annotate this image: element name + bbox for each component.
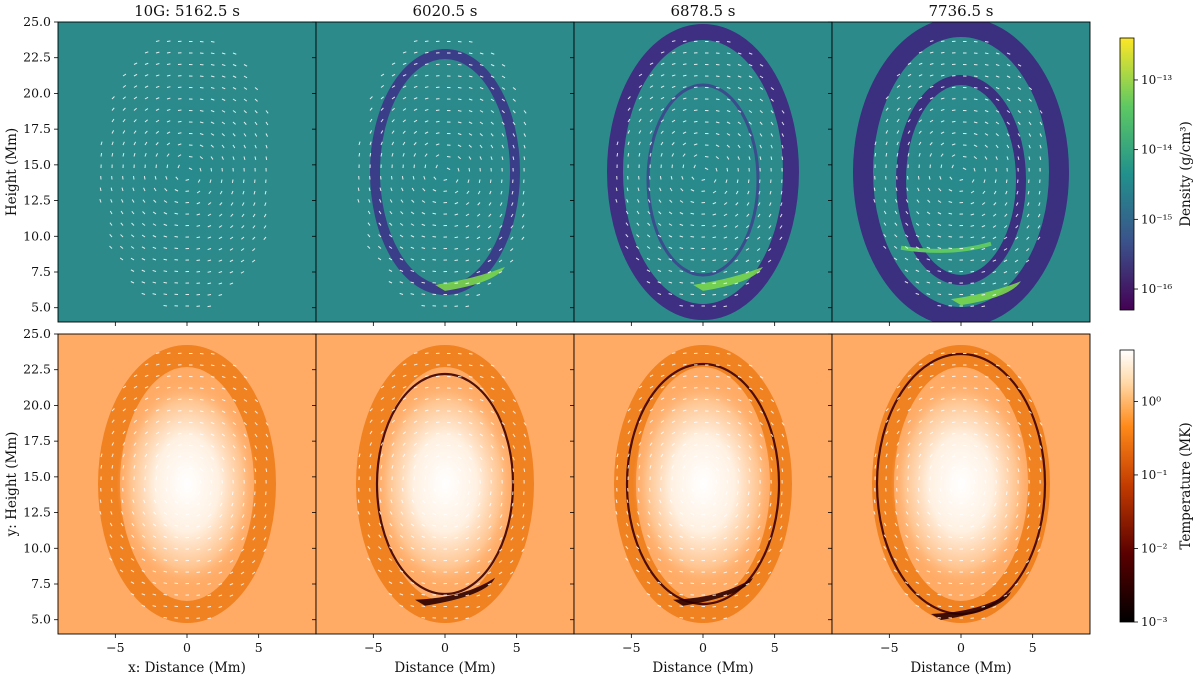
panel-r1-c2: −5 0 5 Distance (Mm) — [570, 333, 833, 676]
x-tick-label: −5 — [880, 640, 898, 655]
y-tick-label: 10.0 — [23, 228, 51, 243]
condensation-blob — [951, 281, 1021, 306]
x-tick-label: −5 — [364, 640, 382, 655]
velocity-arrows — [873, 352, 1043, 620]
colorbar-tick-label: 10⁻³ — [1141, 615, 1168, 629]
colorbar-tick-label: 10⁻¹⁴ — [1141, 143, 1172, 157]
colorbar-tick-label: 10⁻² — [1141, 541, 1168, 555]
velocity-arrows — [99, 352, 269, 620]
density-ring — [607, 24, 799, 320]
velocity-arrows — [99, 40, 269, 308]
x-tick-label: 5 — [513, 640, 521, 655]
cold-condensation — [673, 577, 753, 606]
x-tick-label: 0 — [699, 640, 707, 655]
density-colorbar — [1119, 37, 1135, 311]
velocity-arrows — [357, 352, 527, 620]
panel-r0-c0: 5.0 7.5 10.0 12.5 15.0 17.5 20.0 22.5 25.0 10G: 5… — [23, 2, 317, 326]
y-tick-label: 22.5 — [23, 362, 51, 377]
velocity-arrows — [873, 40, 1043, 308]
y-axis-label: y: Height (Mm) — [4, 432, 20, 538]
panel-r1-c3: −5 0 5 Distance (Mm) — [828, 333, 1091, 676]
x-tick-label: −5 — [622, 640, 640, 655]
y-tick-label: 5.0 — [31, 612, 51, 627]
condensation-blob — [693, 266, 763, 291]
y-tick-label: 17.5 — [23, 433, 51, 448]
y-tick-label: 15.0 — [23, 157, 51, 172]
x-axis-label: Distance (Mm) — [394, 660, 495, 676]
temperature-shell — [98, 345, 276, 623]
y-tick-label: 12.5 — [23, 505, 51, 520]
velocity-arrows — [615, 352, 785, 620]
panel-title: 6020.5 s — [413, 2, 478, 20]
temperature-shell — [356, 345, 534, 623]
temperature-colorbar — [1119, 349, 1135, 623]
y-tick-label: 7.5 — [31, 264, 51, 279]
colorbar-tick-label: 10⁻¹ — [1141, 468, 1167, 482]
density-ring — [896, 75, 1026, 285]
panel-title: 10G: 5162.5 s — [134, 2, 240, 20]
y-tick-label: 25.0 — [23, 14, 51, 29]
panel-r0-c3: 7736.5 s — [828, 2, 1091, 326]
density-ring — [646, 83, 760, 277]
colorbar-tick-label: 10⁻¹⁵ — [1141, 212, 1172, 226]
y-tick-label: 25.0 — [23, 326, 51, 341]
condensation-arc — [900, 241, 992, 253]
velocity-arrows — [615, 40, 785, 308]
panel-r1-c1: −5 0 5 Distance (Mm) — [312, 333, 575, 676]
colorbar-tick-label: 10⁰ — [1141, 394, 1161, 408]
y-tick-label: 7.5 — [31, 576, 51, 591]
y-tick-label: 15.0 — [23, 469, 51, 484]
hot-core — [633, 379, 773, 589]
temperature-shell — [614, 345, 792, 623]
x-tick-label: 5 — [1029, 640, 1037, 655]
cold-condensation — [415, 577, 495, 606]
x-tick-label: 5 — [255, 640, 263, 655]
colorbar-label: Density (g/cm³) — [1178, 121, 1194, 227]
panel-title: 6878.5 s — [671, 2, 736, 20]
panel-r0-c1: 6020.5 s — [312, 2, 575, 326]
x-tick-label: 5 — [771, 640, 779, 655]
x-tick-label: 0 — [183, 640, 191, 655]
x-axis-label: Distance (Mm) — [910, 660, 1011, 676]
y-tick-label: 22.5 — [23, 50, 51, 65]
cool-ring — [625, 362, 781, 606]
y-tick-label: 20.0 — [23, 85, 51, 100]
x-axis-label: Distance (Mm) — [652, 660, 753, 676]
colorbar-tick-label: 10⁻¹³ — [1141, 73, 1172, 87]
hot-core — [891, 379, 1031, 589]
condensation-blob — [435, 266, 505, 291]
x-tick-label: −5 — [106, 640, 124, 655]
y-tick-label: 20.0 — [23, 397, 51, 412]
y-tick-label: 5.0 — [31, 300, 51, 315]
panel-r0-c2: 6878.5 s — [570, 2, 833, 326]
x-tick-label: 0 — [441, 640, 449, 655]
y-tick-label: 10.0 — [23, 540, 51, 555]
hot-core — [117, 379, 257, 589]
colorbar-label: Temperature (MK) — [1178, 422, 1194, 549]
hot-core — [375, 379, 515, 589]
panel-r1-c0: −5 0 5 5.0 7.5 10.0 12.5 15.0 17.5 20.0 22.5 25.0 x:… — [23, 326, 317, 676]
x-axis-label: x: Distance (Mm) — [128, 660, 246, 676]
density-ring — [853, 22, 1069, 322]
velocity-arrows — [357, 40, 527, 308]
colorbar-tick-label: 10⁻¹⁶ — [1141, 282, 1172, 296]
y-tick-label: 12.5 — [23, 193, 51, 208]
y-tick-label: 17.5 — [23, 121, 51, 136]
panel-title: 7736.5 s — [929, 2, 994, 20]
cold-condensation — [931, 592, 1011, 620]
y-axis-label: Height (Mm) — [4, 128, 20, 216]
x-tick-label: 0 — [957, 640, 965, 655]
cool-ring — [375, 372, 515, 596]
